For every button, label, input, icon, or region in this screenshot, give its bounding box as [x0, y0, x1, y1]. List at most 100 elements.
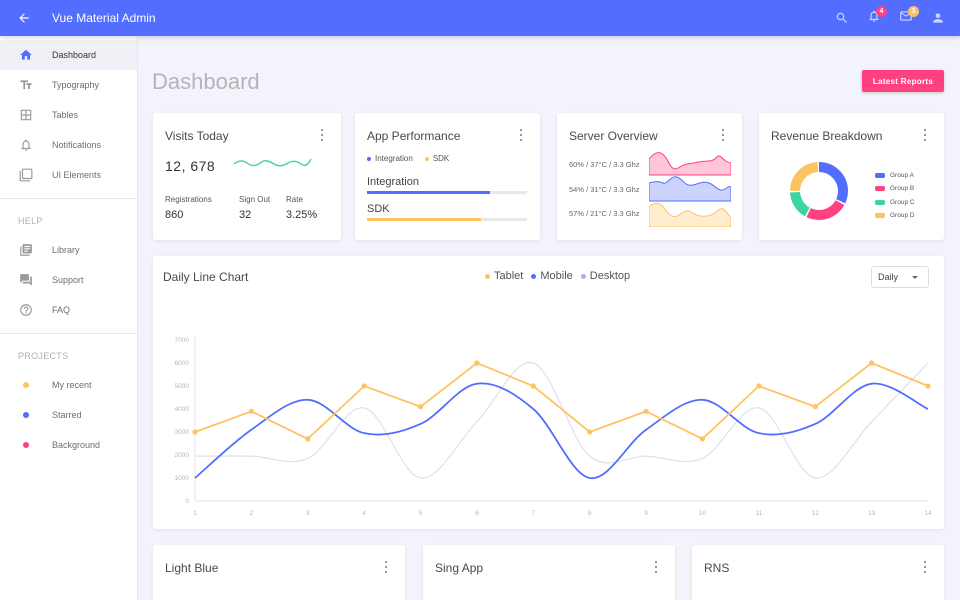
- legend-item: Integration: [367, 154, 413, 163]
- legend-label: Group B: [890, 185, 915, 193]
- yellow-dot-icon: [23, 382, 29, 388]
- help-circle-icon: [0, 303, 52, 317]
- more-vert-icon[interactable]: [922, 129, 928, 141]
- progress-label: Integration: [367, 176, 419, 188]
- sidebar-item-label: Tables: [52, 110, 79, 120]
- help-section-title: HELP: [18, 216, 43, 226]
- notifications-badge: 4: [876, 6, 887, 17]
- x-tick-label: 6: [475, 510, 479, 517]
- legend-label: Group A: [890, 172, 914, 180]
- sidebar-item-label: Notifications: [52, 140, 102, 150]
- sidebar-item-typography[interactable]: Typography: [0, 70, 137, 100]
- sidebar-project-background[interactable]: Background: [0, 430, 137, 460]
- home-icon: [0, 48, 52, 62]
- legend-label: Group C: [890, 198, 915, 206]
- tablet-data-point: [530, 383, 536, 389]
- legend-swatch: [875, 199, 885, 205]
- sidebar-item-library[interactable]: Library: [0, 235, 137, 265]
- legend-dot: [485, 273, 490, 279]
- legend-item: Group D: [875, 209, 915, 222]
- ui-elements-icon: [0, 168, 52, 182]
- y-tick-label: 4000: [175, 406, 190, 413]
- integration-progress: [367, 191, 527, 194]
- stat-label: Sign Out: [239, 195, 271, 204]
- legend-item: SDK: [424, 154, 450, 163]
- card-title: RNS: [704, 561, 730, 575]
- card-title: App Performance: [367, 129, 461, 143]
- more-vert-icon[interactable]: [319, 129, 325, 141]
- stat-label: Registrations: [165, 195, 212, 204]
- card-title: Sing App: [435, 561, 484, 575]
- sidebar-item-label: FAQ: [52, 305, 71, 315]
- more-vert-icon[interactable]: [383, 561, 389, 573]
- sidebar-item-label: My recent: [52, 380, 92, 390]
- sidebar-item-ui-elements[interactable]: UI Elements: [0, 160, 137, 190]
- projects-section-title: PROJECTS: [18, 351, 69, 361]
- sidebar: Dashboard Typography Tables Notification…: [0, 36, 138, 600]
- legend-label: Integration: [375, 154, 413, 163]
- series-line-desktop: [194, 362, 929, 479]
- x-tick-label: 2: [250, 510, 254, 517]
- messages-badge: 3: [908, 6, 919, 17]
- library-icon: [0, 243, 52, 257]
- more-vert-icon[interactable]: [720, 129, 726, 141]
- sidebar-item-support[interactable]: Support: [0, 265, 137, 295]
- legend-label: Tablet: [494, 270, 524, 282]
- more-vert-icon[interactable]: [518, 129, 524, 141]
- server-stat: 60% / 37°C / 3.3 Ghz: [569, 160, 640, 169]
- legend-dot: [367, 156, 371, 161]
- y-tick-label: 1000: [175, 475, 190, 482]
- tablet-data-point: [869, 360, 875, 366]
- typography-icon: [0, 78, 52, 92]
- rns-card: RNS: [692, 545, 944, 600]
- stat-value: 860: [165, 209, 184, 221]
- tablet-data-point: [305, 436, 311, 442]
- card-title: Revenue Breakdown: [771, 129, 883, 143]
- legend-label: SDK: [432, 154, 450, 163]
- search-icon[interactable]: [826, 2, 858, 34]
- period-select[interactable]: Daily: [871, 266, 929, 288]
- sidebar-divider: [0, 333, 137, 334]
- sidebar-item-dashboard[interactable]: Dashboard: [0, 40, 137, 70]
- x-tick-label: 13: [868, 510, 876, 517]
- tablet-data-point: [643, 408, 649, 414]
- select-value: Daily: [878, 272, 899, 282]
- server-stat: 54% / 31°C / 3.3 Ghz: [569, 185, 640, 194]
- page-title: Dashboard: [152, 69, 260, 94]
- legend-dot: [580, 273, 586, 279]
- tablet-data-point: [474, 360, 480, 366]
- back-arrow-icon[interactable]: [6, 0, 42, 36]
- server-area-2: [649, 176, 731, 202]
- visits-sparkline: [233, 158, 312, 167]
- sing-app-card: Sing App: [423, 545, 675, 600]
- stat-value: 3.25%: [286, 209, 318, 221]
- notifications-button[interactable]: 4: [858, 2, 890, 34]
- legend-item: Group C: [875, 196, 915, 209]
- bell-icon: [0, 138, 52, 152]
- project-dot: [0, 442, 52, 448]
- y-tick-label: 0: [185, 498, 189, 505]
- daily-line-chart-card: Daily Line Chart Tablet Mobile Desktop D…: [153, 256, 944, 529]
- server-area-1: [649, 152, 731, 176]
- tablet-data-point: [587, 429, 593, 435]
- sidebar-item-tables[interactable]: Tables: [0, 100, 137, 130]
- sidebar-item-label: Typography: [52, 80, 100, 90]
- latest-reports-button[interactable]: Latest Reports: [862, 70, 944, 92]
- sidebar-project-starred[interactable]: Starred: [0, 400, 137, 430]
- legend-label: Group D: [890, 212, 915, 220]
- sidebar-item-notifications[interactable]: Notifications: [0, 130, 137, 160]
- sidebar-project-my-recent[interactable]: My recent: [0, 370, 137, 400]
- legend-item: Mobile: [531, 270, 573, 282]
- more-vert-icon[interactable]: [653, 561, 659, 573]
- project-dot: [0, 412, 52, 418]
- more-vert-icon[interactable]: [922, 561, 928, 573]
- messages-button[interactable]: 3: [890, 2, 922, 34]
- revenue-legend: Group A Group B Group C Group D: [875, 169, 915, 222]
- sidebar-item-label: Starred: [52, 410, 82, 420]
- x-tick-label: 8: [588, 510, 592, 517]
- sidebar-item-faq[interactable]: FAQ: [0, 295, 137, 325]
- sdk-progress: [367, 218, 527, 221]
- stat-label: Rate: [286, 195, 303, 204]
- account-icon[interactable]: [922, 2, 954, 34]
